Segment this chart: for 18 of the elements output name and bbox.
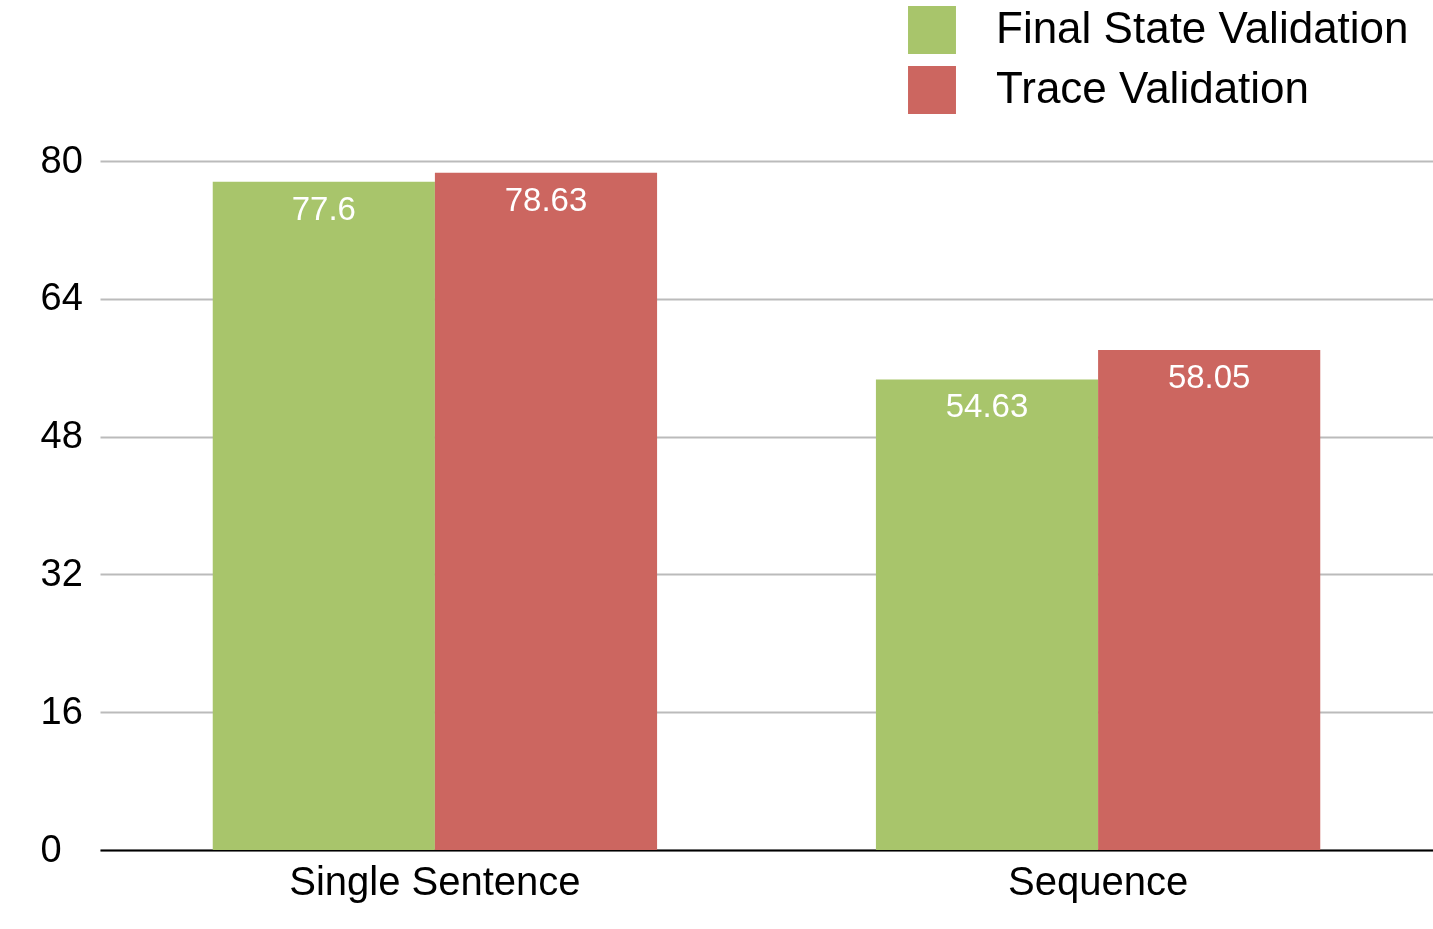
legend-label: Final State Validation (996, 3, 1409, 52)
bar (1098, 350, 1321, 850)
y-tick-label: 64 (40, 276, 83, 319)
data-label: 77.6 (291, 189, 356, 227)
legend-label: Trace Validation (996, 63, 1310, 112)
y-tick-label: 32 (40, 551, 83, 594)
bar (434, 172, 658, 850)
bar (212, 181, 435, 850)
data-label: 58.05 (1167, 358, 1251, 396)
data-label: 54.63 (945, 387, 1029, 425)
bar (875, 379, 1099, 850)
x-tick-label: Sequence (1008, 858, 1189, 903)
y-tick-label: 80 (40, 138, 83, 181)
y-tick-label: 16 (40, 689, 83, 732)
data-label: 78.63 (504, 180, 588, 218)
x-tick-label: Single Sentence (289, 858, 581, 903)
y-tick-label: 48 (40, 414, 83, 457)
y-tick-label: 0 (40, 827, 62, 870)
